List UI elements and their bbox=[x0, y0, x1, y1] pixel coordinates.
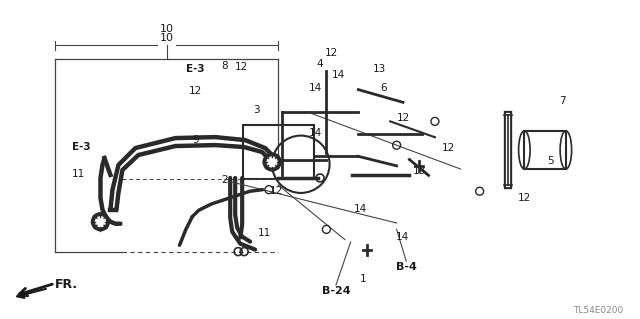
Circle shape bbox=[263, 153, 281, 171]
Text: 9: 9 bbox=[192, 136, 199, 145]
Text: 12: 12 bbox=[189, 86, 202, 96]
Circle shape bbox=[95, 217, 106, 227]
Circle shape bbox=[267, 157, 277, 167]
Text: 14: 14 bbox=[308, 128, 322, 137]
Text: 8: 8 bbox=[221, 61, 228, 71]
Text: 13: 13 bbox=[373, 64, 387, 74]
Text: 3: 3 bbox=[253, 105, 260, 115]
Text: 11: 11 bbox=[72, 169, 86, 179]
Text: 5: 5 bbox=[547, 156, 554, 166]
Text: 13: 13 bbox=[413, 166, 426, 176]
Text: 14: 14 bbox=[309, 83, 323, 93]
Text: 11: 11 bbox=[258, 227, 271, 238]
Text: E-3: E-3 bbox=[72, 142, 91, 152]
Text: 12: 12 bbox=[518, 193, 531, 203]
Text: 14: 14 bbox=[396, 232, 408, 242]
Text: 10: 10 bbox=[160, 33, 173, 42]
Bar bbox=[243, 124, 314, 179]
Text: TL54E0200: TL54E0200 bbox=[573, 306, 623, 315]
Text: 10: 10 bbox=[160, 24, 173, 34]
Text: 6: 6 bbox=[381, 83, 387, 93]
Text: 12: 12 bbox=[235, 63, 248, 72]
Text: 12: 12 bbox=[270, 186, 284, 196]
Text: 12: 12 bbox=[397, 113, 410, 123]
Text: 14: 14 bbox=[354, 204, 367, 214]
Text: B-24: B-24 bbox=[322, 286, 350, 296]
Text: 4: 4 bbox=[317, 59, 323, 69]
Bar bbox=[524, 131, 566, 169]
Text: 12: 12 bbox=[325, 48, 339, 58]
Text: 1: 1 bbox=[360, 274, 366, 284]
Text: 12: 12 bbox=[442, 143, 454, 153]
Text: B-4: B-4 bbox=[396, 263, 417, 272]
Text: FR.: FR. bbox=[55, 278, 78, 292]
Text: 14: 14 bbox=[332, 70, 345, 80]
Text: E-3: E-3 bbox=[186, 64, 205, 74]
Circle shape bbox=[92, 213, 109, 231]
Text: 2: 2 bbox=[221, 175, 228, 185]
Text: 7: 7 bbox=[559, 96, 566, 106]
